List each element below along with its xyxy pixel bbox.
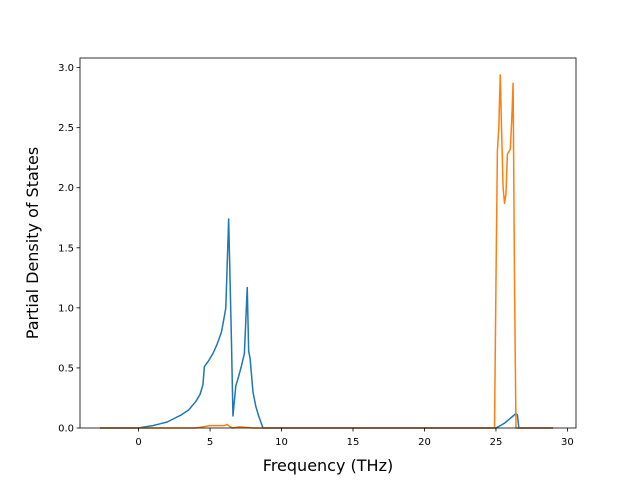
plot-background (80, 58, 576, 428)
y-tick-label: 0.0 (58, 424, 74, 435)
x-tick-label: 15 (347, 437, 360, 448)
series-line-2 (100, 74, 554, 429)
x-tick-label: 10 (275, 437, 288, 448)
x-tick-label: 5 (207, 437, 213, 448)
x-axis-label: Frequency (THz) (263, 456, 393, 475)
y-tick-label: 1.0 (58, 303, 74, 314)
plot-frame (79, 57, 577, 429)
y-tick-label: 0.5 (58, 363, 74, 374)
series-line-1 (100, 218, 554, 429)
x-axis-ticks: 0 5 10 15 20 25 30 (135, 428, 574, 448)
y-axis-label: Partial Density of States (23, 147, 42, 339)
x-tick-label: 0 (135, 437, 141, 448)
y-axis-ticks: 0.0 0.5 1.0 1.5 2.0 2.5 3.0 (58, 63, 80, 435)
y-tick-label: 3.0 (58, 63, 74, 74)
series-layer (100, 74, 554, 429)
x-tick-label: 20 (418, 437, 431, 448)
y-tick-label: 1.5 (58, 243, 74, 254)
y-tick-label: 2.5 (58, 123, 74, 134)
x-tick-label: 25 (490, 437, 503, 448)
x-tick-label: 30 (561, 437, 574, 448)
y-tick-label: 2.0 (58, 183, 74, 194)
